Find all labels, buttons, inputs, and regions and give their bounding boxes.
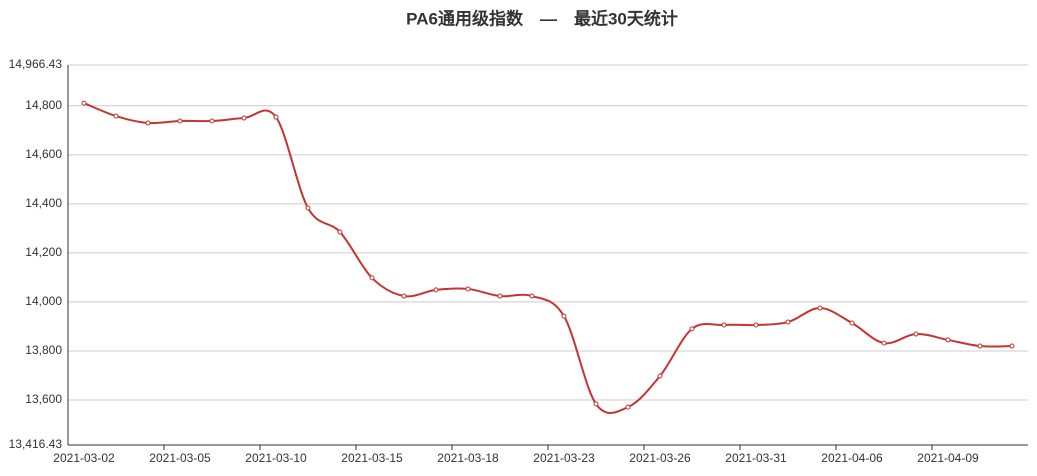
point [753,322,759,328]
point [561,313,567,319]
y-tick-label: 14,600 [25,147,62,161]
point [881,340,887,346]
point [1009,343,1015,349]
x-tick-label: 2021-03-31 [725,451,787,465]
y-tick-label: 13,416.43 [9,437,63,451]
chart-title: PA6通用级指数 — 最近30天统计 [406,8,678,28]
point [209,118,215,124]
point [369,275,375,281]
x-tick-label: 2021-03-10 [245,451,307,465]
point [593,401,599,407]
point [305,205,311,211]
point [273,114,279,120]
x-tick-label: 2021-03-23 [533,451,595,465]
x-tick-label: 2021-03-02 [53,451,115,465]
point [625,404,631,410]
x-tick-label: 2021-04-06 [821,451,883,465]
y-tick-label: 14,000 [25,294,62,308]
y-tick-label: 13,600 [25,392,62,406]
y-tick-label: 13,800 [25,343,62,357]
point [849,320,855,326]
point [113,113,119,119]
point [977,343,983,349]
point [177,118,183,124]
point [401,293,407,299]
x-tick-label: 2021-03-15 [341,451,403,465]
y-tick-label: 14,966.43 [9,57,63,71]
x-tick-label: 2021-03-18 [437,451,499,465]
x-tick-label: 2021-03-05 [149,451,211,465]
x-tick-label: 2021-03-26 [629,451,691,465]
y-tick-label: 14,400 [25,196,62,210]
point [81,100,87,106]
point [465,286,471,292]
point [145,120,151,126]
point [241,115,247,121]
point [721,322,727,328]
point [945,337,951,343]
point [337,229,343,235]
line [83,102,1013,414]
point [529,293,535,299]
point [785,319,791,325]
point [657,373,663,379]
y-tick-label: 14,800 [25,98,62,112]
point [433,287,439,293]
x-tick-label: 2021-04-09 [917,451,979,465]
point [817,305,823,311]
point [689,326,695,332]
point [913,331,919,337]
y-tick-label: 14,200 [25,245,62,259]
point [497,293,503,299]
